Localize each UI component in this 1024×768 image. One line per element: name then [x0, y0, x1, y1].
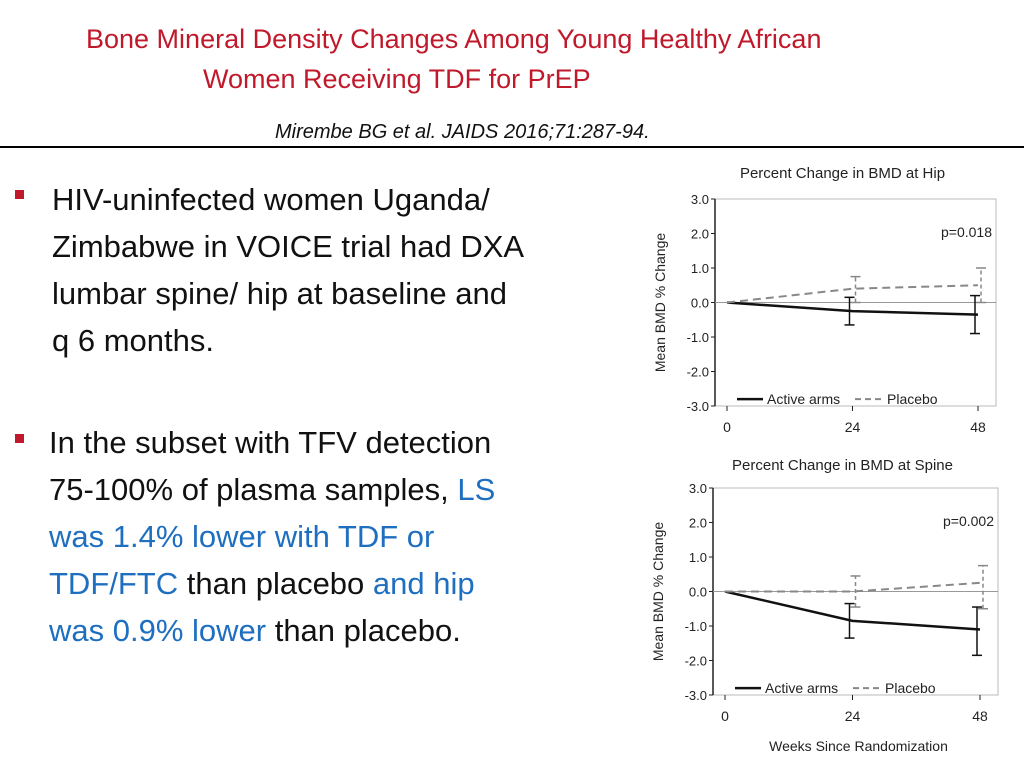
citation: Mirembe BG et al. JAIDS 2016;71:287-94. [275, 121, 650, 143]
chart0-p-value: p=0.018 [941, 224, 992, 240]
chart1-y-tick-label: -2.0 [685, 654, 707, 669]
chart1-x-tick-label: 0 [721, 708, 729, 724]
chart1-y-tick-label: 1.0 [689, 550, 707, 565]
chart1-y-tick-label: 3.0 [689, 481, 707, 496]
bullet-marker-1 [15, 190, 24, 199]
chart0-x-tick-label: 48 [970, 419, 986, 435]
spine-bmd-chart: Percent Change in BMD at Spine 3.0 2.0 1.0 0… [650, 457, 999, 754]
chart1-legend-placebo-label: Placebo [885, 680, 936, 696]
chart1-y-axis-label: Mean BMD % Change [650, 522, 666, 662]
bullet2-line4-highlight1: TDF/FTC [49, 566, 179, 601]
chart0-x-tick-label: 24 [845, 419, 861, 435]
divider-rule [0, 146, 1024, 148]
bullet1-line2: Zimbabwe in VOICE trial had DXA [52, 229, 525, 264]
chart0-y-tick-label: 2.0 [691, 227, 709, 242]
chart1-x-axis-label: Weeks Since Randomization [769, 738, 948, 754]
chart1-title: Percent Change in BMD at Spine [732, 457, 953, 474]
bullet1-line4: q 6 months. [52, 323, 214, 358]
bullet2-line5-text: than placebo. [266, 613, 461, 648]
chart1-series-active-line [724, 590, 981, 631]
bullet2-line4-text: than placebo [178, 566, 373, 601]
chart0-series-active-line [726, 301, 979, 316]
slide-title-line2: Women Receiving TDF for PrEP [203, 64, 591, 94]
bullet-marker-2 [15, 434, 24, 443]
bullet2-line2-highlight: LS [457, 472, 496, 507]
hip-bmd-chart: Percent Change in BMD at Hip 3.0 2.0 1.0 0.0… [652, 165, 997, 435]
chart1-x-tick-label: 48 [972, 708, 988, 724]
chart0-y-tick-label: 0.0 [691, 296, 709, 311]
slide-title-line1: Bone Mineral Density Changes Among Young… [86, 24, 822, 54]
bullet2-line4-highlight2: and hip [372, 566, 475, 601]
bullet1-line3: lumbar spine/ hip at baseline and [52, 276, 507, 311]
chart1-p-value: p=0.002 [943, 513, 994, 529]
bullet-text-1: HIV-uninfected women Uganda/ Zimbabwe in… [52, 176, 612, 364]
chart0-y-tick-label: -1.0 [687, 330, 709, 345]
bullet-text-2: In the subset with TFV detection 75-100%… [49, 419, 609, 654]
chart1-y-tick-label: -3.0 [685, 688, 707, 703]
bullet2-line2-text: 75-100% of plasma samples, [49, 472, 458, 507]
chart0-legend-active-label: Active arms [767, 391, 840, 407]
chart0-series-placebo-line [726, 284, 979, 304]
chart1-x-tick-label: 24 [845, 708, 861, 724]
bullet2-line1: In the subset with TFV detection [49, 425, 492, 460]
chart0-y-tick-label: -3.0 [687, 399, 709, 414]
chart0-y-tick-label: 3.0 [691, 192, 709, 207]
bullet2-line2: 75-100% of plasma samples, LS [49, 466, 609, 513]
chart1-y-tick-label: 0.0 [689, 585, 707, 600]
bullet2-line3: was 1.4% lower with TDF or [49, 519, 435, 554]
chart0-y-tick-label: -2.0 [687, 365, 709, 380]
bullet2-line5: was 0.9% lower than placebo. [49, 607, 609, 654]
chart0-x-tick-label: 0 [723, 419, 731, 435]
bullet1-line1: HIV-uninfected women Uganda/ [52, 182, 490, 217]
chart0-title: Percent Change in BMD at Hip [740, 165, 945, 182]
bullet2-line5-highlight: was 0.9% lower [49, 613, 267, 648]
chart1-series-placebo-line [725, 581, 981, 593]
chart1-legend-active-label: Active arms [765, 680, 838, 696]
chart1-y-tick-label: 2.0 [689, 516, 707, 531]
chart0-legend-placebo-label: Placebo [887, 391, 938, 407]
chart0-y-axis-label: Mean BMD % Change [652, 233, 668, 373]
bullet2-line4: TDF/FTC than placebo and hip [49, 560, 609, 607]
chart1-y-tick-label: -1.0 [685, 619, 707, 634]
chart0-y-tick-label: 1.0 [691, 261, 709, 276]
